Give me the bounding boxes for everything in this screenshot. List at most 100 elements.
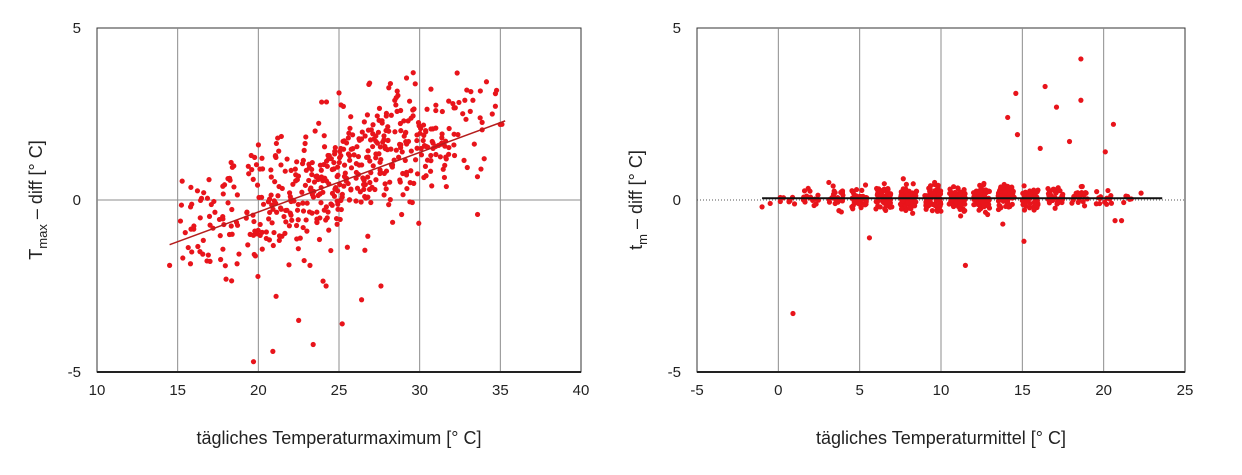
data-point: [306, 209, 313, 215]
data-point: [985, 211, 991, 218]
data-point: [228, 159, 234, 166]
data-point: [351, 152, 357, 158]
x-tick-label: 5: [855, 382, 863, 399]
data-point: [272, 153, 279, 159]
data-point: [299, 189, 305, 195]
data-point: [826, 179, 832, 186]
y-tick-label: -5: [668, 364, 681, 381]
data-point: [1005, 200, 1011, 206]
data-point: [306, 177, 312, 184]
data-point: [269, 220, 275, 226]
data-point: [839, 198, 846, 204]
data-point: [937, 203, 943, 209]
data-point: [297, 235, 303, 241]
data-point: [246, 171, 252, 177]
data-point: [354, 185, 361, 191]
data-point: [310, 341, 316, 348]
data-point: [304, 200, 310, 206]
data-point: [270, 242, 276, 249]
data-point: [270, 348, 276, 354]
data-point: [288, 212, 294, 218]
data-point: [245, 242, 251, 248]
data-point: [387, 197, 393, 203]
data-point: [368, 127, 374, 133]
data-point: [347, 157, 353, 163]
data-point: [383, 186, 389, 192]
data-point: [802, 199, 808, 205]
data-point: [195, 243, 201, 250]
data-point: [367, 158, 373, 164]
scatter-series: [167, 70, 505, 365]
data-point: [462, 97, 468, 103]
data-point: [481, 156, 487, 162]
x-tick-label: 20: [250, 382, 267, 399]
data-point: [197, 215, 203, 221]
data-point: [455, 132, 461, 138]
data-point: [211, 198, 217, 205]
data-point: [194, 188, 201, 194]
data-point: [286, 190, 293, 196]
data-point: [1093, 201, 1099, 207]
data-point: [348, 146, 354, 152]
data-point: [1032, 189, 1038, 195]
data-point: [331, 166, 337, 172]
data-point: [898, 206, 905, 212]
data-point: [759, 204, 765, 210]
data-point: [341, 173, 348, 180]
data-point: [972, 201, 978, 207]
data-point: [324, 215, 330, 221]
data-point: [826, 199, 833, 205]
data-point: [368, 199, 374, 206]
data-point: [200, 251, 206, 257]
data-point: [220, 183, 226, 189]
data-point: [178, 202, 185, 208]
data-point: [276, 233, 283, 239]
data-point: [976, 207, 982, 213]
y-tick-label: 0: [73, 192, 81, 209]
data-point: [312, 128, 318, 134]
data-point: [451, 131, 457, 137]
x-tick-label: 25: [331, 382, 348, 399]
data-point: [377, 144, 383, 150]
data-point: [229, 231, 235, 237]
data-point: [958, 213, 964, 219]
data-point: [268, 192, 274, 198]
data-point: [365, 194, 371, 200]
data-point: [316, 120, 322, 126]
data-point: [962, 201, 968, 207]
data-point: [1022, 189, 1029, 195]
data-point: [273, 140, 279, 147]
data-point: [439, 131, 445, 137]
data-point: [370, 163, 376, 169]
data-point: [225, 200, 231, 206]
data-point: [1055, 185, 1061, 191]
data-point: [477, 115, 483, 121]
data-point: [381, 137, 387, 143]
data-point: [1006, 185, 1012, 192]
data-point: [428, 152, 434, 159]
data-point: [853, 186, 860, 193]
x-tick-label: 35: [492, 382, 509, 399]
data-point: [253, 162, 260, 168]
data-point: [259, 229, 265, 235]
data-point: [858, 205, 864, 211]
data-point: [377, 159, 383, 165]
data-point: [929, 208, 935, 214]
data-point: [404, 185, 410, 192]
data-point: [266, 237, 273, 243]
data-point: [874, 199, 880, 205]
data-point: [338, 197, 344, 204]
data-point: [414, 137, 420, 144]
data-point: [387, 179, 393, 185]
data-point: [879, 191, 885, 197]
data-point: [274, 209, 280, 215]
data-point: [468, 89, 474, 95]
data-point: [851, 191, 857, 197]
data-point: [429, 183, 435, 189]
data-point: [440, 166, 446, 172]
data-point: [249, 167, 255, 173]
data-point: [328, 201, 334, 207]
data-point: [321, 133, 327, 139]
data-point: [767, 200, 773, 207]
scatter-series: [759, 56, 1144, 317]
